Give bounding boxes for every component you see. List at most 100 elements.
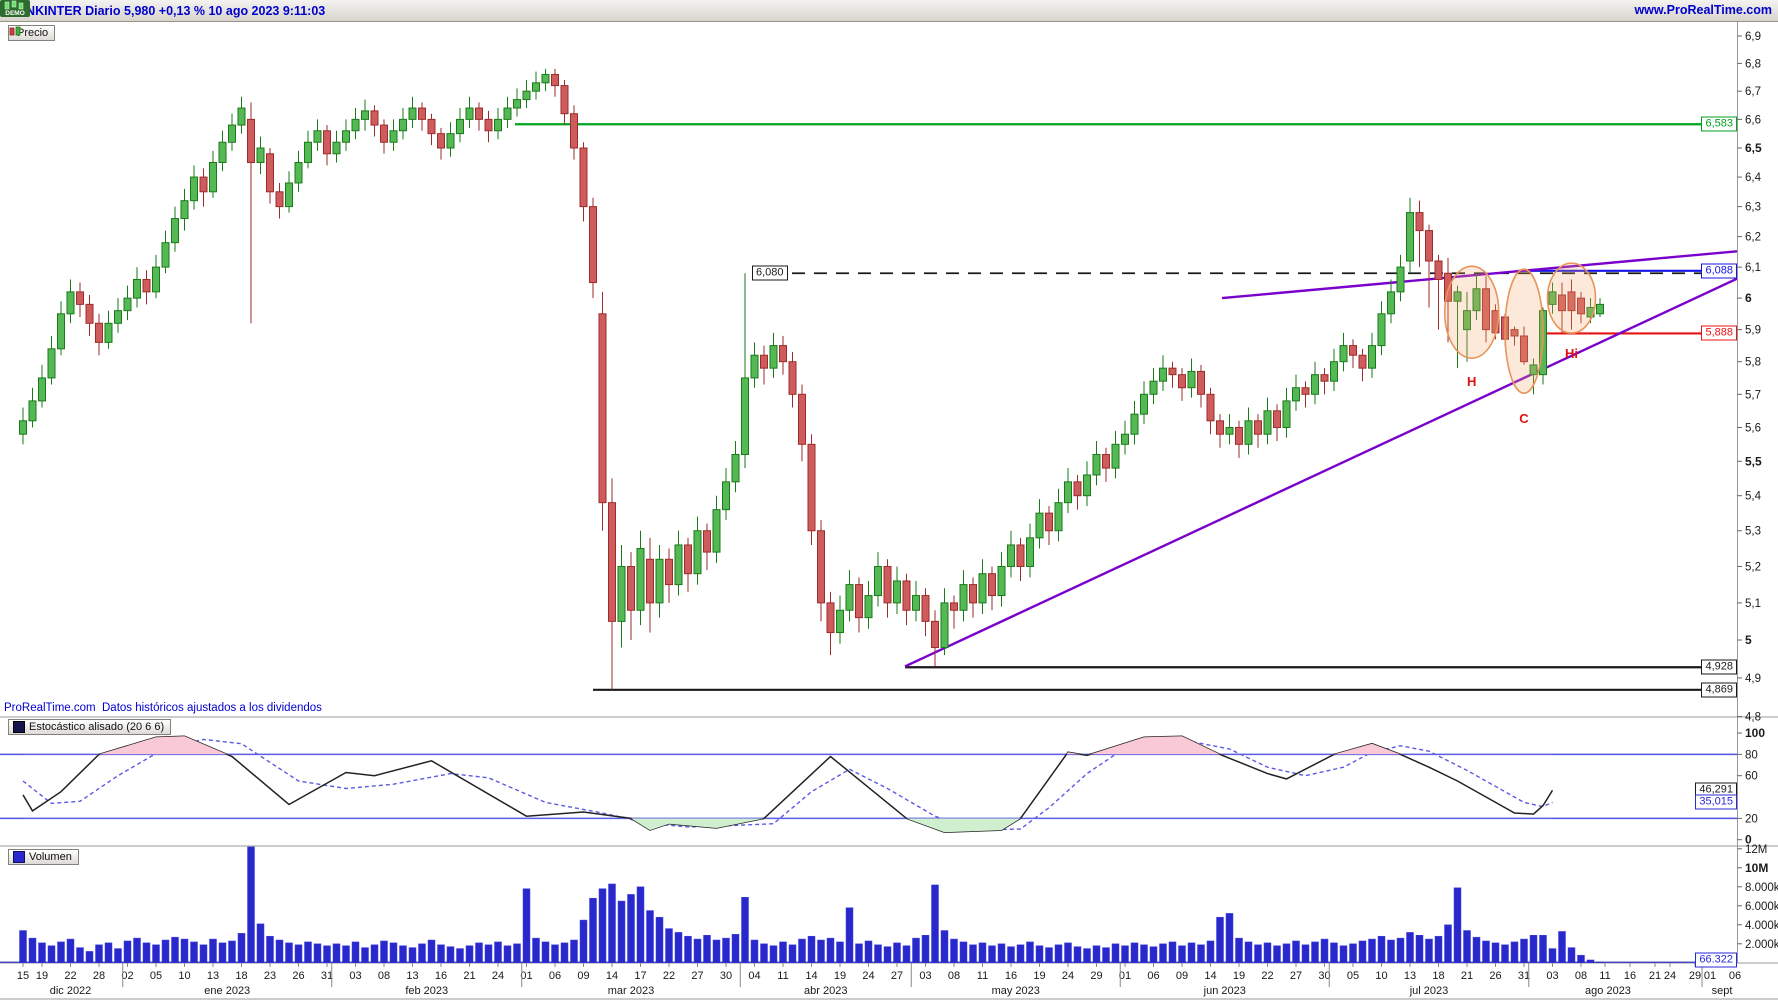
candle-body bbox=[1444, 272, 1452, 302]
candle-body bbox=[361, 110, 369, 120]
candle-body bbox=[1216, 420, 1224, 435]
candle-body bbox=[997, 565, 1006, 597]
date-tick-label: 24 bbox=[492, 970, 504, 982]
candle-body bbox=[256, 147, 265, 163]
volume-bar bbox=[1482, 940, 1490, 963]
candle-body bbox=[1596, 303, 1604, 315]
candle-body bbox=[218, 141, 227, 163]
candle-body bbox=[1330, 361, 1338, 382]
volume-bar bbox=[1377, 935, 1386, 963]
date-tick-label: 22 bbox=[663, 970, 675, 982]
volume-bar bbox=[589, 897, 597, 963]
tab-precio[interactable]: Precio bbox=[8, 25, 56, 41]
date-tick-label: 19 bbox=[1033, 970, 1045, 982]
candle-body bbox=[570, 113, 578, 149]
volume-bar bbox=[769, 945, 778, 963]
volume-bar bbox=[1301, 944, 1310, 963]
volume-bar bbox=[503, 945, 512, 963]
pattern-ellipse-H bbox=[1443, 265, 1500, 360]
prorealtime-link[interactable]: www.ProRealTime.com bbox=[1634, 3, 1772, 17]
volume-bar bbox=[285, 942, 293, 963]
candle-body bbox=[912, 595, 920, 611]
candle-body bbox=[1225, 426, 1234, 435]
candle-body bbox=[807, 443, 816, 532]
volume-bar bbox=[551, 944, 559, 963]
stoch-tick-label: 20 bbox=[1745, 813, 1758, 825]
last-price: 5,980 bbox=[124, 3, 156, 18]
price-chart-layer[interactable] bbox=[19, 68, 1776, 691]
candle-body bbox=[627, 565, 635, 611]
candle-body bbox=[1159, 367, 1167, 382]
candle-body bbox=[1073, 481, 1082, 497]
stochastic-layer[interactable] bbox=[0, 735, 1737, 833]
volume-bar bbox=[228, 940, 236, 963]
volume-bar bbox=[237, 933, 246, 963]
candle-body bbox=[95, 322, 103, 343]
volume-bar bbox=[950, 938, 958, 963]
date-tick-label: 19 bbox=[1233, 970, 1245, 982]
candle-body bbox=[1206, 393, 1215, 422]
volume-tick-label: 6.000k bbox=[1745, 901, 1778, 913]
candle-body bbox=[598, 313, 607, 504]
volume-bar bbox=[161, 939, 170, 963]
candle-body bbox=[275, 191, 284, 208]
volume-bar bbox=[598, 888, 607, 963]
volume-bar bbox=[969, 944, 977, 963]
candle-body bbox=[1102, 453, 1110, 469]
volume-bar bbox=[361, 947, 369, 963]
candle-body bbox=[1482, 288, 1490, 331]
candle-body bbox=[152, 266, 160, 293]
candle-body bbox=[826, 602, 835, 634]
date-tick-label: 06 bbox=[549, 970, 561, 982]
candle-body bbox=[418, 107, 426, 120]
price-tick-label: 5,8 bbox=[1745, 357, 1761, 369]
candle-body bbox=[1045, 512, 1053, 532]
volume-bar bbox=[418, 943, 426, 963]
volume-bar bbox=[1045, 947, 1053, 963]
price-level-label-6,080: 6,080 bbox=[752, 265, 788, 281]
volume-bar bbox=[95, 944, 103, 963]
date-tick-label: 14 bbox=[805, 970, 817, 982]
date-tick-label: 09 bbox=[1176, 970, 1188, 982]
price-level-label-6,583: 6,583 bbox=[1701, 116, 1737, 132]
volume-layer[interactable] bbox=[0, 846, 1737, 963]
volume-bar bbox=[1586, 959, 1595, 963]
volume-bar bbox=[779, 941, 787, 963]
price-level-label-5,888: 5,888 bbox=[1701, 325, 1737, 341]
data-footnote[interactable]: ProRealTime.com Datos históricos ajustad… bbox=[4, 702, 322, 714]
candle-body bbox=[684, 544, 692, 575]
candle-body bbox=[209, 161, 217, 193]
tab-volumen[interactable]: Volumen bbox=[8, 849, 79, 865]
candle-body bbox=[760, 354, 768, 369]
date-tick-label: 27 bbox=[891, 970, 903, 982]
tab-estocastico[interactable]: Estocástico alisado (20 6 6) bbox=[8, 719, 172, 735]
month-label: jun 2023 bbox=[1203, 985, 1246, 997]
volume-bar bbox=[1501, 944, 1509, 963]
month-label: dic 2022 bbox=[50, 985, 92, 997]
candle-body bbox=[712, 509, 721, 553]
stoch-tick-label: 100 bbox=[1745, 726, 1765, 740]
volume-bar bbox=[1178, 945, 1186, 963]
date-tick-label: 01 bbox=[520, 970, 532, 982]
volume-bar bbox=[513, 943, 521, 963]
volume-bar bbox=[399, 945, 407, 963]
candle-body bbox=[1092, 453, 1101, 476]
date-tick-label: 24 bbox=[862, 970, 874, 982]
date-tick-label: 05 bbox=[150, 970, 162, 982]
candle-body bbox=[1016, 544, 1025, 567]
date-tick-label: 01 bbox=[1119, 970, 1131, 982]
stoch-tick-label: 0 bbox=[1745, 833, 1752, 847]
candle-body bbox=[646, 558, 654, 604]
volume-bar bbox=[579, 919, 588, 963]
candle-body bbox=[1301, 387, 1310, 395]
candle-body bbox=[1111, 443, 1120, 469]
candle-body bbox=[1377, 313, 1386, 347]
volume-bar bbox=[1434, 935, 1443, 963]
volume-bar bbox=[1130, 942, 1139, 963]
candle-body bbox=[950, 602, 958, 611]
candle-body bbox=[47, 348, 56, 379]
price-tick-label: 5,7 bbox=[1745, 389, 1761, 401]
volume-bar bbox=[978, 942, 987, 963]
